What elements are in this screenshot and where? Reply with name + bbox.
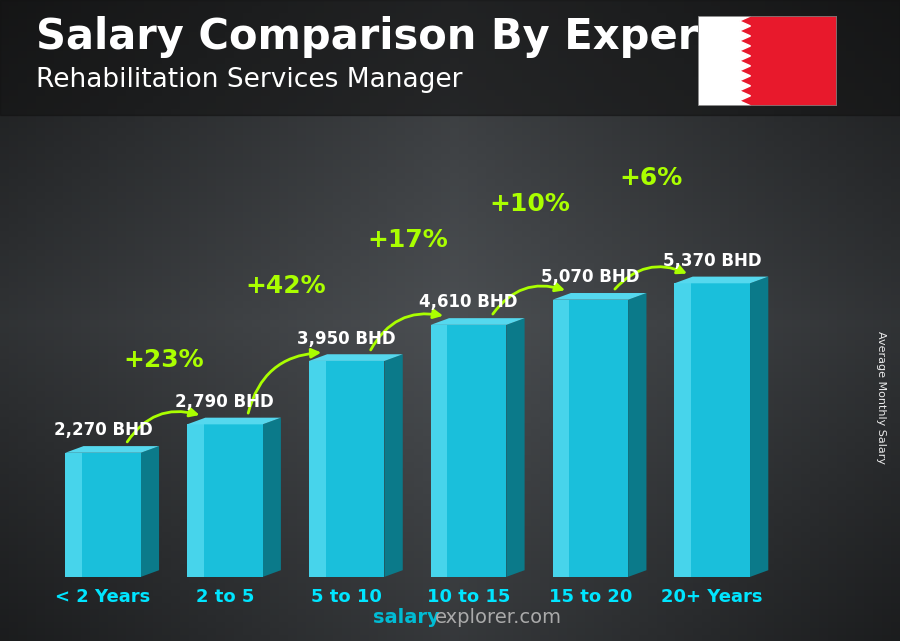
Text: salary: salary (374, 608, 440, 627)
Text: Average Monthly Salary: Average Monthly Salary (877, 331, 886, 464)
Text: Rehabilitation Services Manager: Rehabilitation Services Manager (36, 67, 463, 94)
Text: +23%: +23% (123, 348, 204, 372)
Bar (431, 325, 507, 577)
FancyArrowPatch shape (615, 266, 684, 289)
Text: +17%: +17% (367, 228, 448, 252)
Bar (674, 283, 691, 577)
Bar (0, 0, 900, 115)
Polygon shape (263, 418, 281, 577)
Text: 5,070 BHD: 5,070 BHD (541, 269, 640, 287)
Bar (187, 424, 263, 577)
Text: +10%: +10% (489, 192, 570, 217)
Text: 3,950 BHD: 3,950 BHD (297, 329, 396, 347)
Text: +42%: +42% (246, 274, 326, 299)
FancyArrowPatch shape (248, 349, 319, 413)
Polygon shape (309, 354, 403, 361)
FancyArrowPatch shape (371, 310, 440, 350)
FancyArrowPatch shape (127, 408, 196, 442)
Polygon shape (750, 277, 769, 577)
Bar (309, 361, 326, 577)
Text: explorer.com: explorer.com (435, 608, 562, 627)
Polygon shape (674, 277, 769, 283)
Polygon shape (140, 446, 159, 577)
Text: 5,370 BHD: 5,370 BHD (663, 252, 761, 270)
Polygon shape (698, 16, 751, 106)
Text: Salary Comparison By Experience: Salary Comparison By Experience (36, 16, 824, 58)
Bar (431, 325, 447, 577)
Text: 2,270 BHD: 2,270 BHD (54, 421, 152, 440)
Bar (674, 283, 750, 577)
Polygon shape (628, 293, 646, 577)
Bar (65, 453, 82, 577)
Bar (65, 453, 140, 577)
Polygon shape (507, 318, 525, 577)
Bar (553, 300, 569, 577)
Polygon shape (65, 446, 159, 453)
Polygon shape (187, 418, 281, 424)
FancyArrowPatch shape (493, 283, 562, 314)
Text: 2,790 BHD: 2,790 BHD (176, 393, 274, 411)
Bar (187, 424, 203, 577)
Polygon shape (553, 293, 646, 300)
Polygon shape (431, 318, 525, 325)
Polygon shape (384, 354, 403, 577)
Text: +6%: +6% (620, 165, 683, 190)
Text: 4,610 BHD: 4,610 BHD (419, 294, 518, 312)
Bar (553, 300, 628, 577)
Bar (309, 361, 384, 577)
